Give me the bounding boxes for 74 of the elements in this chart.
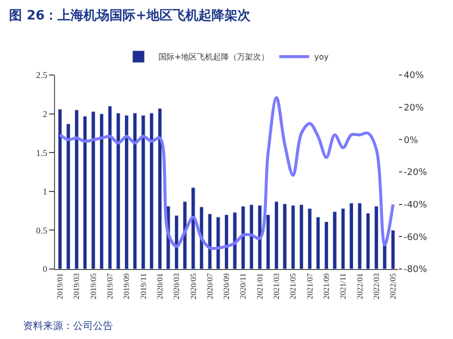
bar: [58, 108, 62, 269]
x-tick-label: 2019/07: [106, 273, 115, 300]
y-tick-label: 2: [42, 108, 48, 119]
bar: [316, 216, 320, 269]
y2-tick-label: -80%: [404, 265, 428, 276]
bar: [66, 124, 70, 269]
bar: [349, 202, 354, 269]
x-tick-label: 2019/05: [88, 273, 98, 300]
bar: [358, 202, 362, 269]
x-tick-label: 2021/03: [272, 273, 282, 300]
y2-tick-label: -20%: [404, 168, 428, 178]
bar: [374, 206, 378, 269]
x-tick-label: 2022/05: [388, 273, 398, 300]
bar: [141, 115, 146, 269]
bar: [282, 204, 287, 269]
x-tick-label: 2019/03: [72, 273, 82, 300]
x-tick-label: 2022/01: [355, 273, 364, 300]
bar: [91, 111, 96, 269]
x-tick-label: 2021/05: [288, 273, 298, 300]
bar: [108, 106, 112, 269]
legend-label: yoy: [314, 52, 329, 62]
bar: [116, 112, 120, 269]
y-tick-label: 1: [42, 186, 48, 197]
bar: [266, 214, 270, 269]
bar: [191, 187, 196, 269]
bar: [390, 230, 396, 269]
x-tick-label: 2022/03: [372, 273, 381, 300]
text: 资料来源：公司公告: [23, 320, 113, 332]
x-tick-label: 2019/11: [138, 273, 148, 300]
x-tick-label: 2020/07: [205, 273, 214, 300]
bar: [332, 211, 337, 269]
bar: [366, 212, 370, 269]
y-tick-label: 0.5: [36, 225, 48, 236]
bar: [132, 112, 138, 269]
x-tick-label: 2019/01: [56, 273, 65, 300]
x-tick-label: 2019/09: [122, 273, 132, 300]
bar: [208, 214, 212, 269]
x-tick-label: 2020/11: [238, 273, 248, 300]
bar: [241, 206, 246, 269]
bar: [382, 244, 387, 269]
bar: [74, 110, 79, 269]
bar: [124, 115, 129, 269]
y2-tick-label: -40%: [404, 200, 428, 210]
x-tick-label: 2021/09: [322, 273, 331, 300]
bar: [274, 201, 279, 269]
bar: [232, 212, 237, 269]
bar: [149, 112, 154, 269]
x-tick-label: 2021/11: [338, 273, 348, 300]
chart-title: 图 26：上海机场国际+地区飞机起降架次: [9, 7, 252, 24]
bar: [324, 221, 329, 269]
y-tick-label: 1.5: [36, 148, 48, 158]
bar: [82, 116, 88, 269]
bar: [158, 108, 162, 269]
bar: [258, 205, 262, 269]
y2-tick-label: 0%: [404, 136, 419, 146]
bar: [340, 208, 346, 269]
bar: [308, 208, 312, 269]
bar: [216, 216, 220, 269]
y-tick-label: 2.5: [36, 70, 48, 80]
line-series: [58, 96, 394, 250]
x-tick-label: 2021/07: [305, 273, 314, 300]
x-tick-label: 2020/01: [156, 273, 164, 300]
bar: [100, 114, 104, 269]
y2-tick-label: -60%: [404, 232, 428, 243]
y-tick-label: 0: [42, 264, 48, 274]
x-tick-label: 2020/03: [172, 273, 182, 300]
y2-tick-label: 40%: [404, 71, 424, 82]
bar: [290, 205, 296, 269]
bar: [299, 204, 304, 269]
x-tick-label: 2020/05: [188, 273, 198, 300]
x-tick-label: 2021/01: [255, 273, 264, 300]
legend-label: 国际+地区飞机起降（万架次）: [158, 52, 270, 62]
y2-tick-label: 20%: [404, 103, 424, 114]
x-tick-label: 2020/09: [222, 273, 232, 300]
